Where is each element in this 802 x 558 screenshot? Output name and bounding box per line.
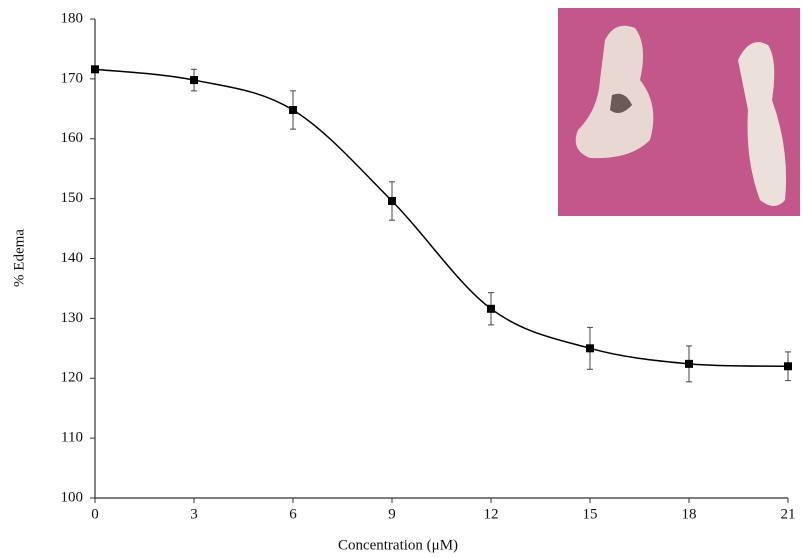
marker (190, 76, 198, 85)
paw-left (575, 25, 654, 159)
y-tick-label: 150 (61, 190, 84, 206)
x-tick-label: 18 (682, 506, 697, 522)
curve (94, 68, 789, 368)
y-tick-label: 160 (61, 130, 84, 146)
x-tick-label: 15 (583, 506, 598, 522)
y-tick-label: 170 (61, 70, 84, 86)
x-tick-label: 6 (289, 506, 297, 522)
y-tick-label: 180 (61, 10, 84, 26)
x-tick-label: 12 (484, 506, 499, 522)
x-tick-label: 21 (781, 506, 796, 522)
x-tick-label: 9 (388, 506, 396, 522)
marker (388, 197, 396, 206)
x-axis-label: Concentration (μM) (338, 537, 458, 553)
y-axis-label: % Edema (11, 229, 27, 287)
y-tick-label: 100 (61, 489, 84, 505)
marker (586, 344, 594, 353)
paw-right (738, 42, 787, 207)
y-tick-label: 140 (61, 250, 84, 266)
marker (91, 65, 99, 74)
y-tick-label: 120 (61, 370, 84, 386)
inset-photo (558, 8, 800, 216)
marker (289, 106, 297, 115)
x-tick-label: 0 (91, 506, 99, 522)
paw-shadow (610, 93, 632, 114)
marker (784, 362, 792, 371)
y-tick-label: 110 (61, 430, 83, 446)
marker (685, 359, 693, 368)
marker (487, 304, 495, 313)
x-tick-label: 3 (190, 506, 198, 522)
y-tick-label: 130 (61, 310, 84, 326)
